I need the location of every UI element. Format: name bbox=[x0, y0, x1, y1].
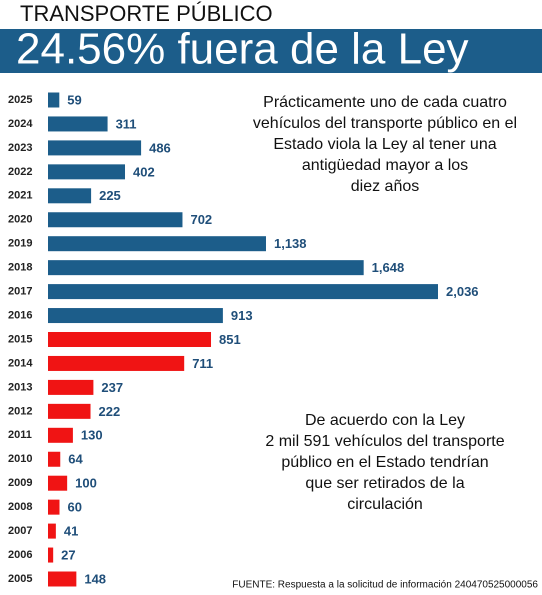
bar bbox=[48, 403, 91, 419]
annotation: público en el Estado tendrían bbox=[281, 454, 488, 471]
y-tick-label: 2023 bbox=[8, 142, 32, 154]
value-label: 711 bbox=[192, 356, 213, 371]
value-label: 2,036 bbox=[446, 284, 479, 299]
annotation: vehículos del transporte público en el bbox=[253, 115, 517, 132]
y-tick-label: 2006 bbox=[8, 549, 32, 561]
y-tick-label: 2025 bbox=[8, 94, 32, 106]
y-tick-label: 2016 bbox=[8, 309, 32, 321]
bar bbox=[48, 451, 61, 467]
y-tick-label: 2021 bbox=[8, 190, 32, 202]
bar bbox=[48, 571, 77, 587]
annotation: que ser retirados de la bbox=[305, 475, 464, 492]
bar bbox=[48, 475, 68, 491]
bar bbox=[48, 236, 266, 252]
source: FUENTE: Respuesta a la solicitud de info… bbox=[232, 580, 538, 591]
bar bbox=[48, 332, 212, 347]
bar bbox=[48, 260, 364, 276]
value-label: 237 bbox=[101, 380, 123, 395]
value-label: 486 bbox=[149, 140, 171, 155]
value-label: 851 bbox=[219, 332, 241, 347]
bar bbox=[48, 427, 73, 443]
annotation: circulación bbox=[347, 496, 423, 513]
bar bbox=[48, 140, 142, 156]
value-label: 59 bbox=[67, 92, 81, 107]
bar bbox=[48, 92, 60, 108]
y-tick-label: 2007 bbox=[8, 525, 32, 537]
bar bbox=[48, 284, 438, 300]
y-tick-label: 2019 bbox=[8, 238, 32, 250]
y-tick-label: 2020 bbox=[8, 214, 32, 226]
bar bbox=[48, 308, 223, 324]
value-label: 311 bbox=[116, 116, 137, 131]
y-tick-label: 2015 bbox=[8, 333, 32, 345]
value-label: 402 bbox=[133, 164, 155, 179]
bar bbox=[48, 164, 126, 180]
bar bbox=[48, 523, 56, 539]
y-tick-label: 2013 bbox=[8, 381, 32, 393]
value-label: 100 bbox=[75, 476, 97, 491]
value-label: 913 bbox=[231, 308, 253, 323]
bar bbox=[48, 499, 60, 515]
value-label: 130 bbox=[81, 428, 103, 443]
bar bbox=[48, 212, 183, 228]
y-tick-label: 2008 bbox=[8, 501, 32, 513]
y-tick-label: 2011 bbox=[8, 429, 32, 441]
value-label: 702 bbox=[190, 212, 212, 227]
y-tick-label: 2014 bbox=[8, 357, 33, 369]
annotation: antigüedad mayor a los bbox=[302, 157, 468, 174]
value-label: 41 bbox=[64, 524, 78, 539]
y-tick-label: 2022 bbox=[8, 166, 32, 178]
y-tick-label: 2024 bbox=[8, 118, 33, 130]
y-tick-label: 2018 bbox=[8, 262, 32, 274]
annotation: Estado viola la Ley al tener una bbox=[273, 136, 496, 153]
annotation: Prácticamente uno de cada cuatro bbox=[263, 94, 507, 111]
chart-title: 24.56% fuera de la Ley bbox=[16, 25, 469, 74]
title-band bbox=[0, 29, 542, 73]
value-label: 64 bbox=[68, 452, 83, 467]
annotation: diez años bbox=[351, 178, 420, 195]
header: TRANSPORTE PÚBLICO bbox=[20, 1, 273, 26]
bar bbox=[48, 379, 94, 395]
y-tick-label: 2012 bbox=[8, 405, 32, 417]
y-tick-label: 2009 bbox=[8, 477, 32, 489]
value-label: 27 bbox=[61, 547, 75, 562]
bar bbox=[48, 547, 54, 563]
y-tick-label: 2005 bbox=[8, 573, 32, 585]
value-label: 225 bbox=[99, 188, 121, 203]
bar bbox=[48, 355, 185, 371]
bar bbox=[48, 188, 92, 204]
y-tick-label: 2017 bbox=[8, 286, 32, 298]
annotation: De acuerdo con la Ley bbox=[305, 412, 465, 429]
annotation: 2 mil 591 vehículos del transporte bbox=[265, 433, 504, 450]
value-label: 60 bbox=[67, 500, 81, 515]
value-label: 1,138 bbox=[274, 236, 307, 251]
value-label: 148 bbox=[84, 571, 106, 586]
bar bbox=[48, 116, 108, 132]
y-tick-label: 2010 bbox=[8, 453, 32, 465]
value-label: 222 bbox=[99, 404, 121, 419]
value-label: 1,648 bbox=[372, 260, 405, 275]
